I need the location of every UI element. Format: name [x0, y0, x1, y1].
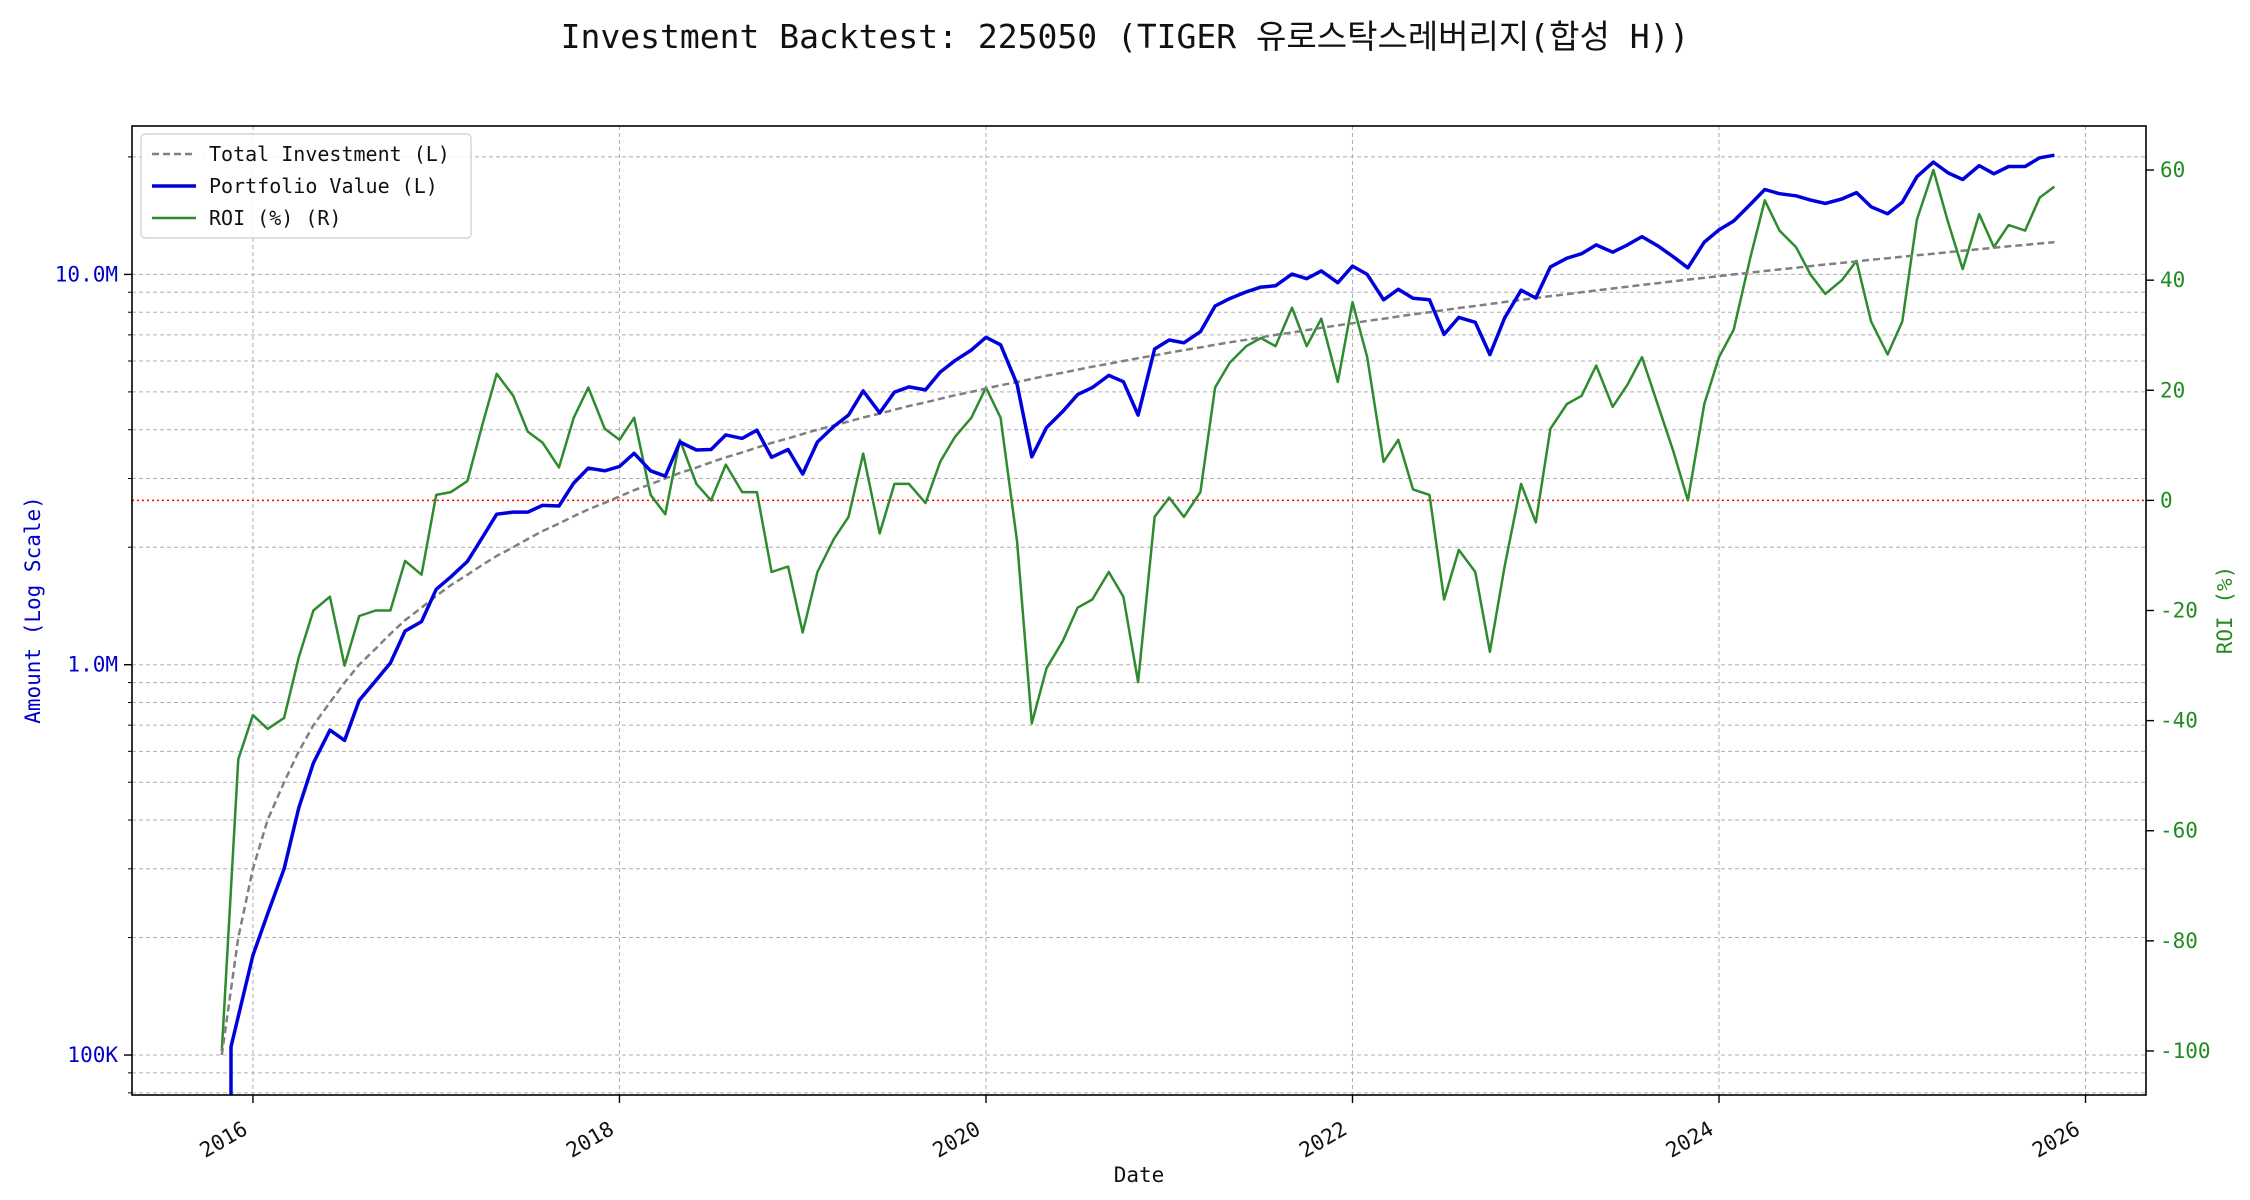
x-tick-label: 2016	[196, 1117, 252, 1163]
y-right-tick-label: 20	[2160, 378, 2185, 402]
y-right-tick-label: -60	[2160, 819, 2198, 843]
y-right-tick-label: -100	[2160, 1039, 2211, 1063]
y-axis-right-label: ROI (%)	[2213, 566, 2237, 655]
legend: Total Investment (L) Portfolio Value (L)…	[140, 133, 472, 239]
y-right-tick-label: -20	[2160, 599, 2198, 623]
portfolio-value-line	[229, 153, 2055, 1095]
roi-line	[220, 168, 2056, 1052]
y-left-tick-label: 100K	[67, 1043, 118, 1067]
y-right-tick-label: 40	[2160, 268, 2185, 292]
x-tick-label: 2018	[562, 1117, 618, 1163]
legend-label-portfolio-value: Portfolio Value (L)	[209, 174, 438, 198]
chart-title: Investment Backtest: 225050 (TIGER 유로스탁스…	[561, 17, 1690, 56]
x-tick-label: 2024	[1662, 1117, 1718, 1163]
tick-layer: 2016 2018 2020 2022 2024 2026 100K 1.0M 10.0M -10…	[55, 156, 2211, 1163]
y-left-tick-label: 10.0M	[55, 262, 118, 286]
legend-box	[140, 133, 472, 239]
x-tick-label: 2026	[2028, 1117, 2084, 1163]
y-right-tick-label: 60	[2160, 158, 2185, 182]
y-right-tick-label: -80	[2160, 929, 2198, 953]
x-tick-label: 2022	[1295, 1117, 1351, 1163]
y-right-tick-label: 0	[2160, 488, 2173, 512]
legend-label-total-investment: Total Investment (L)	[209, 142, 450, 166]
x-tick-label: 2020	[929, 1117, 985, 1163]
y-right-tick-label: -40	[2160, 709, 2198, 733]
y-left-tick-label: 1.0M	[67, 653, 118, 677]
line-layer	[132, 153, 2146, 1095]
y-axis-left-label: Amount (Log Scale)	[21, 496, 45, 724]
plot-frame	[131, 125, 2147, 1096]
legend-label-roi: ROI (%) (R)	[209, 206, 341, 230]
total-investment-line	[220, 240, 2055, 1056]
grid-layer	[132, 126, 2146, 1095]
x-axis-label: Date	[1114, 1163, 1165, 1187]
